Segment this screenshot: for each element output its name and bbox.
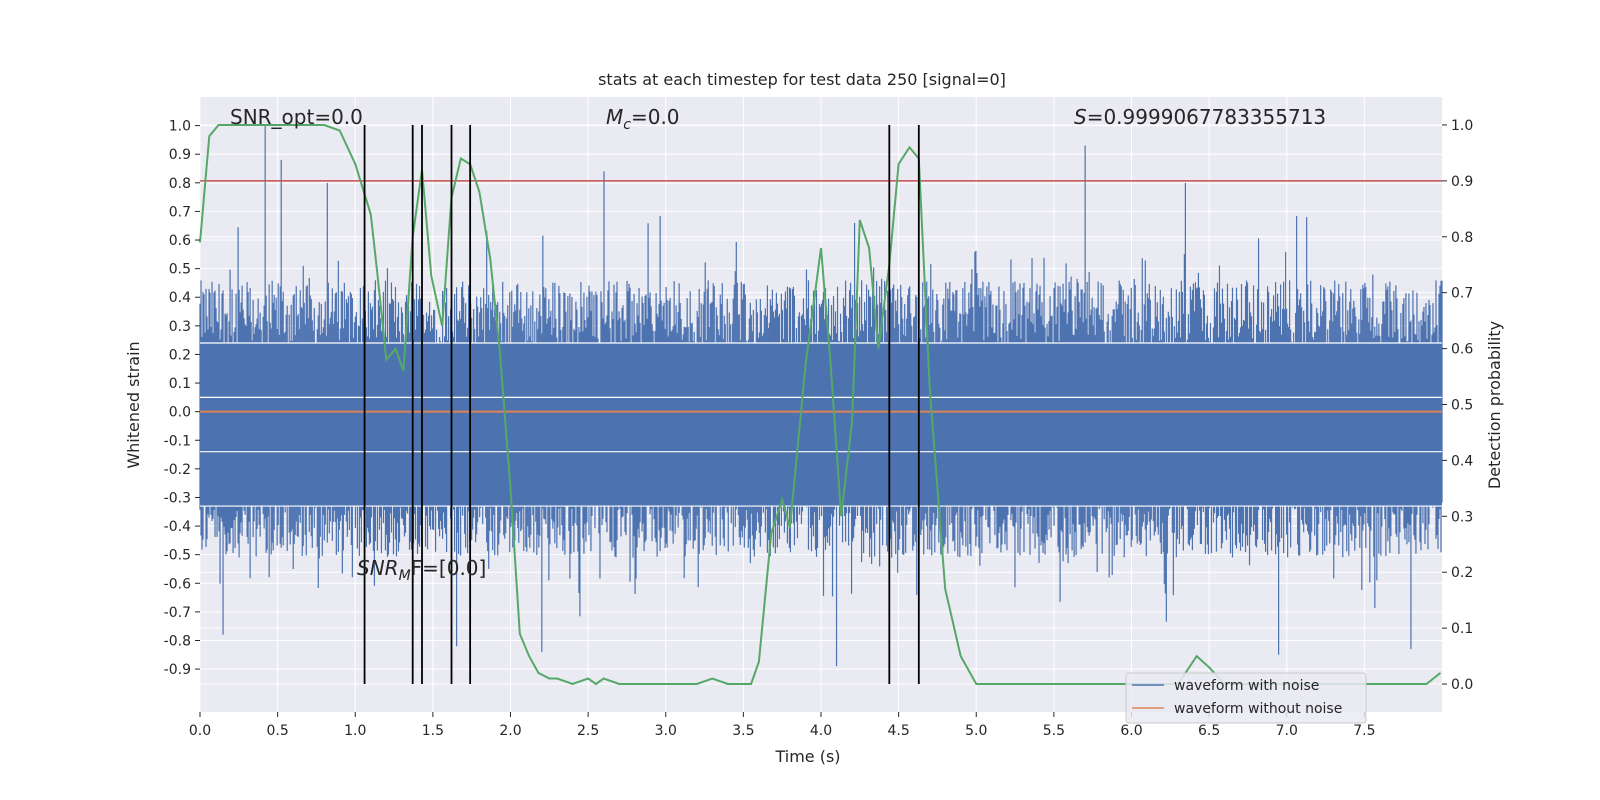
x-tick-label: 2.5 bbox=[577, 723, 599, 739]
y-tick-label: 0.5 bbox=[169, 262, 191, 278]
y-tick-label: 0.9 bbox=[169, 147, 191, 163]
snr-mf-subscript: M bbox=[399, 568, 411, 584]
y-tick-label: 0.3 bbox=[169, 319, 191, 335]
y2-tick-label: 0.4 bbox=[1451, 453, 1473, 469]
y2-tick-label: 0.8 bbox=[1451, 230, 1473, 246]
x-tick-label: 4.5 bbox=[887, 723, 909, 739]
chart-title: stats at each timestep for test data 250… bbox=[598, 70, 1006, 89]
x-tick-label: 5.5 bbox=[1043, 723, 1065, 739]
detection-probability-series bbox=[199, 124, 1442, 686]
x-axis-label: Time (s) bbox=[774, 747, 840, 766]
y-tick-label: 0.0 bbox=[169, 405, 191, 421]
y-tick-label: 0.6 bbox=[169, 233, 191, 249]
legend: waveform with noise waveform without noi… bbox=[1125, 672, 1367, 724]
x-tick-label: 1.5 bbox=[422, 723, 444, 739]
y2-tick-label: 1.0 bbox=[1451, 118, 1473, 134]
legend-box bbox=[1125, 672, 1367, 724]
x-tick-label: 7.5 bbox=[1353, 723, 1375, 739]
y-tick-label: -0.7 bbox=[164, 605, 191, 621]
y2-axis-label: Detection probability bbox=[1485, 321, 1504, 489]
y-tick-label: -0.1 bbox=[164, 433, 191, 449]
x-tick-label: 7.0 bbox=[1276, 723, 1298, 739]
detection-probability-line bbox=[199, 124, 1442, 686]
y-tick-label: 0.1 bbox=[169, 376, 191, 392]
y-axis-ticks: 1.0 0.9 0.8 0.7 0.6 0.5 0.4 0.3 0.2 0.1 0.0 -0.1 -0.… bbox=[164, 119, 200, 678]
y-tick-label: -0.8 bbox=[164, 633, 191, 649]
y2-tick-label: 0.5 bbox=[1451, 398, 1473, 414]
y-tick-label: 0.4 bbox=[169, 290, 191, 306]
x-tick-label: 6.0 bbox=[1120, 723, 1142, 739]
y-tick-label: -0.5 bbox=[164, 548, 191, 564]
x-axis-ticks: 0.0 0.5 1.0 1.5 2.0 2.5 3.0 3.5 4.0 4.5 5.0 5.5 6.0 6… bbox=[189, 712, 1376, 739]
y2-tick-label: 0.9 bbox=[1451, 174, 1473, 190]
y-tick-label: 0.8 bbox=[169, 176, 191, 192]
vertical-markers bbox=[363, 124, 920, 685]
chirp-mass-subscript: c bbox=[623, 117, 631, 133]
y-tick-label: -0.6 bbox=[164, 576, 191, 592]
x-tick-label: 3.0 bbox=[655, 723, 677, 739]
score-symbol: S bbox=[1074, 105, 1087, 129]
x-tick-label: 3.5 bbox=[732, 723, 754, 739]
x-tick-label: 4.0 bbox=[810, 723, 832, 739]
score-value: =0.9999067783355713 bbox=[1087, 105, 1326, 129]
legend-label-clean: waveform without noise bbox=[1174, 701, 1342, 717]
chirp-mass-annotation: Mc=0.0 bbox=[606, 105, 680, 133]
x-tick-label: 0.0 bbox=[189, 723, 211, 739]
y-tick-label: -0.4 bbox=[164, 519, 191, 535]
y2-tick-label: 0.1 bbox=[1451, 621, 1473, 637]
y-tick-label: -0.9 bbox=[164, 662, 191, 678]
y2-axis-ticks: 1.0 0.9 0.8 0.7 0.6 0.5 0.4 0.3 0.2 0.1 0.0 bbox=[1442, 118, 1473, 693]
x-tick-label: 5.0 bbox=[965, 723, 987, 739]
y-axis-label: Whitened strain bbox=[124, 341, 143, 468]
y2-tick-label: 0.3 bbox=[1451, 509, 1473, 525]
score-annotation: S=0.9999067783355713 bbox=[1074, 105, 1326, 129]
y2-tick-label: 0.0 bbox=[1451, 677, 1473, 693]
snr-mf-symbol: SNR bbox=[357, 556, 399, 580]
x-tick-label: 1.0 bbox=[344, 723, 366, 739]
overlay-lines bbox=[200, 180, 1442, 507]
x-tick-label: 0.5 bbox=[266, 723, 288, 739]
legend-label-noise: waveform with noise bbox=[1174, 678, 1319, 694]
y-tick-label: 1.0 bbox=[169, 119, 191, 135]
y-tick-label: 0.7 bbox=[169, 204, 191, 220]
y2-tick-label: 0.7 bbox=[1451, 286, 1473, 302]
snr-mf-annotation: SNRMF=[0.0] bbox=[357, 556, 486, 584]
chirp-mass-symbol: M bbox=[606, 105, 623, 129]
noise-core-band bbox=[200, 343, 1442, 507]
x-tick-label: 6.5 bbox=[1198, 723, 1220, 739]
y2-tick-label: 0.6 bbox=[1451, 342, 1473, 358]
snr-mf-value: F=[0.0] bbox=[411, 556, 487, 580]
y-tick-label: -0.3 bbox=[164, 490, 191, 506]
chirp-mass-value: =0.0 bbox=[631, 105, 680, 129]
y2-tick-label: 0.2 bbox=[1451, 565, 1473, 581]
y-tick-label: -0.2 bbox=[164, 462, 191, 478]
y-tick-label: 0.2 bbox=[169, 347, 191, 363]
x-tick-label: 2.0 bbox=[499, 723, 521, 739]
snr-opt-annotation: SNR_opt=0.0 bbox=[230, 105, 363, 129]
